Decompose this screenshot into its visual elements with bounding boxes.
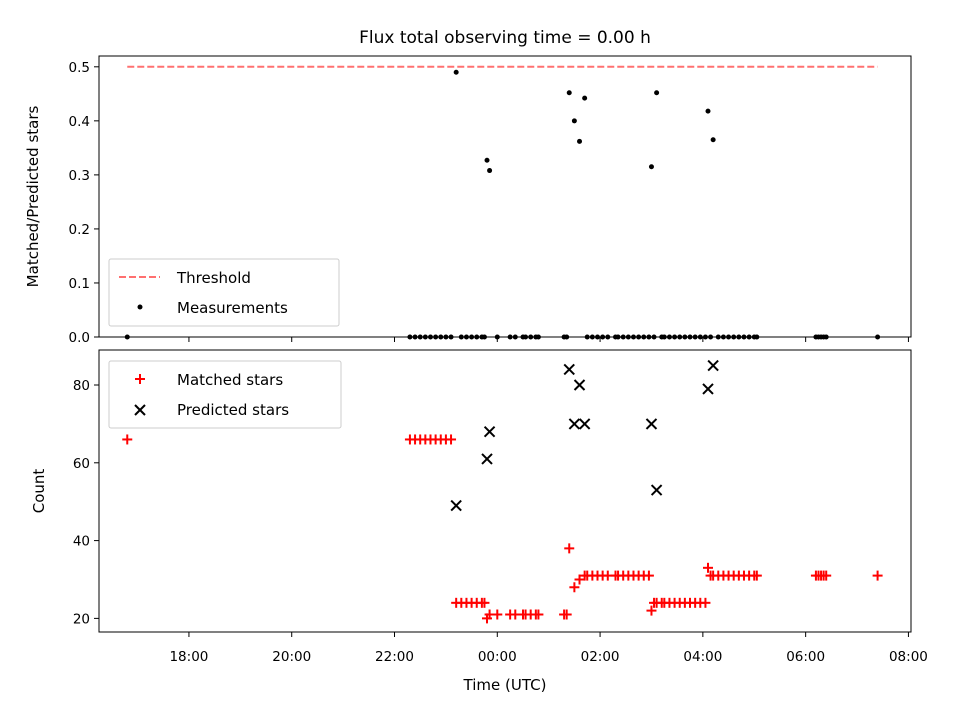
predicted-star-point (650, 484, 663, 496)
measurement-point (582, 95, 588, 101)
bottom-x-tick-label: 06:00 (786, 649, 825, 665)
matched-stars-legend-marker (135, 374, 145, 384)
matched-star-point (446, 434, 457, 445)
cross-stroke-b (702, 383, 714, 395)
bottom-y-ticks: 20 40 60 80 (73, 378, 99, 627)
bottom-x-tick-label: 02:00 (581, 649, 620, 665)
cross-stroke-b (650, 484, 663, 496)
cross-stroke-b (450, 499, 462, 512)
measurement-point (484, 157, 490, 163)
cross-stroke-b (645, 418, 658, 430)
bottom-x-tick-label: 20:00 (272, 649, 311, 665)
bottom-y-tick-label: 60 (73, 456, 90, 472)
bottom-y-tick-label: 80 (73, 378, 90, 394)
predicted-star-point (645, 418, 658, 430)
matched-star-point (646, 605, 657, 616)
top-y-tick-label: 0.1 (69, 276, 90, 292)
chart-title: Flux total observing time = 0.00 h (359, 28, 651, 48)
predicted-star-point (702, 383, 714, 395)
cross-stroke-b (483, 425, 496, 438)
matched-star-point (492, 609, 503, 620)
predicted-star-point (450, 499, 462, 512)
matched-star-point (479, 597, 490, 608)
top-y-tick-label: 0.5 (69, 60, 90, 76)
matched-star-point (872, 570, 883, 581)
bottom-x-tick-label: 08:00 (889, 649, 928, 665)
bottom-legend-box (108, 360, 342, 429)
matched-stars-legend-swatch (135, 374, 145, 384)
cross-stroke-b (707, 359, 719, 372)
measurements-legend-label: Measurements (177, 299, 288, 317)
matched-star-point (751, 570, 762, 581)
predicted-star-point (578, 418, 591, 430)
top-x-ticks (188, 337, 909, 342)
matched-star-point (561, 609, 572, 620)
measurement-point (654, 90, 660, 96)
matched-stars-legend-label: Matched stars (177, 371, 283, 389)
measurement-point (577, 138, 583, 144)
predicted-stars-legend-label: Predicted stars (177, 401, 289, 419)
matched-star-point (643, 570, 654, 581)
predicted-star-point (573, 379, 586, 391)
cross-stroke-b (481, 453, 493, 465)
top-legend: Threshold Measurements (108, 258, 340, 327)
predicted-star-point (563, 363, 575, 376)
predicted-stars-points (450, 359, 719, 512)
predicted-star-point (568, 418, 581, 430)
top-legend-box (108, 258, 340, 327)
predicted-stars-legend-marker (134, 404, 146, 416)
top-y-tick-label: 0.0 (69, 330, 90, 346)
measurement-point (648, 164, 654, 170)
matched-star-point (703, 562, 713, 573)
bottom-y-tick-label: 40 (73, 534, 90, 550)
measurement-point (705, 108, 711, 114)
top-y-tick-label: 0.2 (69, 222, 90, 238)
bottom-legend: Matched stars Predicted stars (108, 360, 342, 429)
bottom-x-tick-label: 00:00 (478, 649, 517, 665)
top-y-axis-label: Matched/Predicted stars (24, 106, 42, 288)
measurement-point (710, 137, 716, 143)
cross-stroke-b (563, 363, 575, 376)
top-y-ticks: 0.0 0.1 0.2 0.3 0.4 0.5 (69, 60, 99, 346)
predicted-stars-legend-swatch (134, 404, 146, 416)
cross-stroke-b (134, 404, 146, 416)
bottom-x-tick-label: 18:00 (169, 649, 208, 665)
bottom-x-ticks: 18:00 20:00 22:00 00:00 02:00 04:00 06:00 08:00 (169, 632, 928, 665)
bottom-y-tick-label: 20 (73, 611, 90, 627)
measurement-point (487, 168, 493, 174)
matched-star-point (533, 609, 544, 620)
measurement-point (453, 69, 459, 75)
measurement-point (566, 90, 572, 96)
predicted-star-point (481, 453, 493, 465)
matched-star-point (564, 543, 575, 554)
predicted-star-point (483, 425, 496, 438)
matched-stars-points (122, 434, 883, 624)
measurements-legend-swatch (137, 304, 143, 310)
bottom-y-axis-label: Count (30, 469, 48, 514)
measurement-point (571, 118, 577, 124)
matched-star-point (122, 434, 133, 445)
matched-star-point (574, 574, 585, 585)
top-panel: Flux total observing time = 0.00 h Match… (24, 28, 912, 346)
bottom-axes-frame (98, 349, 912, 633)
matched-star-point (700, 597, 711, 608)
bottom-x-tick-label: 22:00 (375, 649, 414, 665)
cross-stroke-b (568, 418, 581, 430)
bottom-panel: Count Time (UTC) 20 40 60 80 18:00 20:00 22:0… (30, 349, 928, 694)
threshold-legend-label: Threshold (176, 269, 251, 287)
matched-star-point (821, 570, 832, 581)
measurement-points (124, 69, 881, 340)
cross-stroke-b (573, 379, 586, 391)
x-axis-label: Time (UTC) (463, 676, 547, 694)
matched-star-point (569, 582, 580, 593)
predicted-star-point (707, 359, 719, 372)
top-y-tick-label: 0.3 (69, 168, 90, 184)
top-axes-frame (98, 55, 912, 338)
cross-stroke-b (578, 418, 591, 430)
bottom-x-tick-label: 04:00 (683, 649, 722, 665)
top-y-tick-label: 0.4 (69, 114, 90, 130)
